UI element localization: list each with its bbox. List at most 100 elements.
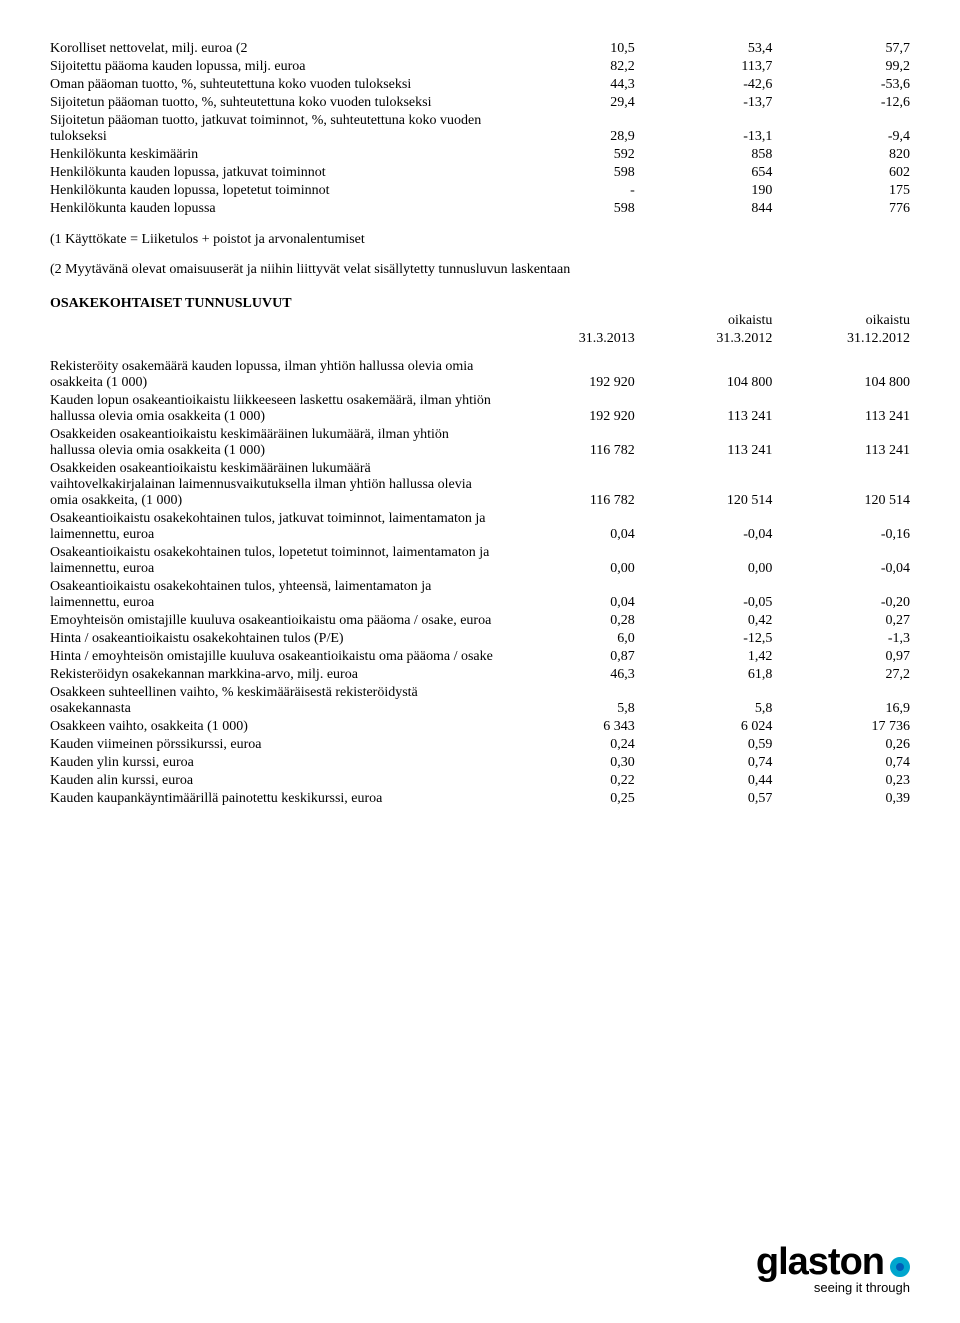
- pershare-value: 17 736: [772, 718, 910, 736]
- ratios-value: 113,7: [635, 58, 773, 76]
- ratios-value: 858: [635, 146, 773, 164]
- ratios-label: Henkilökunta kauden lopussa, lopetetut t…: [50, 182, 497, 200]
- per-share-header-table: oikaistu oikaistu 31.3.2013 31.3.2012 31…: [50, 312, 910, 348]
- ratios-value: 10,5: [497, 40, 635, 58]
- brand-logo: glaston seeing it through: [756, 1241, 910, 1295]
- header-col2-top: oikaistu: [635, 312, 773, 330]
- pershare-value: 116 782: [497, 426, 635, 460]
- pershare-value: 0,25: [497, 790, 635, 808]
- ratios-value: 844: [635, 200, 773, 218]
- pershare-value: 0,57: [635, 790, 773, 808]
- pershare-value: -0,20: [772, 578, 910, 612]
- ratios-value: 190: [635, 182, 773, 200]
- pershare-row: Osakeantioikaistu osakekohtainen tulos, …: [50, 544, 910, 578]
- ratios-value: 53,4: [635, 40, 773, 58]
- ratios-value: -9,4: [772, 112, 910, 146]
- ratios-value: 602: [772, 164, 910, 182]
- pershare-row: Kauden lopun osakeantioikaistu liikkeese…: [50, 392, 910, 426]
- pershare-value: -0,04: [772, 544, 910, 578]
- pershare-value: 104 800: [635, 358, 773, 392]
- ratios-row: Henkilökunta kauden lopussa598844776: [50, 200, 910, 218]
- pershare-row: Kauden kaupankäyntimäärillä painotettu k…: [50, 790, 910, 808]
- pershare-value: 6 343: [497, 718, 635, 736]
- pershare-label: Kauden kaupankäyntimäärillä painotettu k…: [50, 790, 497, 808]
- pershare-value: 113 241: [772, 392, 910, 426]
- header-col1-top: [497, 312, 635, 330]
- pershare-value: 192 920: [497, 392, 635, 426]
- ratios-label: Korolliset nettovelat, milj. euroa (2: [50, 40, 497, 58]
- ratios-value: 28,9: [497, 112, 635, 146]
- pershare-value: 192 920: [497, 358, 635, 392]
- pershare-row: Rekisteröity osakemäärä kauden lopussa, …: [50, 358, 910, 392]
- footnote-2: (2 Myytävänä olevat omaisuuserät ja niih…: [50, 262, 910, 278]
- pershare-row: Kauden ylin kurssi, euroa0,300,740,74: [50, 754, 910, 772]
- pershare-value: 6,0: [497, 630, 635, 648]
- pershare-value: 0,00: [497, 544, 635, 578]
- pershare-value: 0,26: [772, 736, 910, 754]
- ratios-value: 57,7: [772, 40, 910, 58]
- ratios-value: -13,7: [635, 94, 773, 112]
- ratios-value: -: [497, 182, 635, 200]
- ratios-value: 175: [772, 182, 910, 200]
- pershare-value: 61,8: [635, 666, 773, 684]
- pershare-value: 116 782: [497, 460, 635, 510]
- pershare-value: -0,05: [635, 578, 773, 612]
- pershare-label: Kauden lopun osakeantioikaistu liikkeese…: [50, 392, 497, 426]
- ratios-value: 654: [635, 164, 773, 182]
- pershare-value: -1,3: [772, 630, 910, 648]
- pershare-value: 0,00: [635, 544, 773, 578]
- pershare-value: 0,28: [497, 612, 635, 630]
- pershare-row: Osakeantioikaistu osakekohtainen tulos, …: [50, 578, 910, 612]
- pershare-value: 0,74: [772, 754, 910, 772]
- pershare-value: 1,42: [635, 648, 773, 666]
- pershare-value: 0,23: [772, 772, 910, 790]
- pershare-label: Kauden alin kurssi, euroa: [50, 772, 497, 790]
- ratios-label: Oman pääoman tuotto, %, suhteutettuna ko…: [50, 76, 497, 94]
- pershare-value: -0,04: [635, 510, 773, 544]
- pershare-label: Osakkeen suhteellinen vaihto, % keskimää…: [50, 684, 497, 718]
- ratios-value: 598: [497, 164, 635, 182]
- ratios-row: Sijoitettu pääoma kauden lopussa, milj. …: [50, 58, 910, 76]
- pershare-value: 0,30: [497, 754, 635, 772]
- ratios-value: 820: [772, 146, 910, 164]
- pershare-value: 0,87: [497, 648, 635, 666]
- ratios-row: Sijoitetun pääoman tuotto, jatkuvat toim…: [50, 112, 910, 146]
- ratios-table: Korolliset nettovelat, milj. euroa (210,…: [50, 40, 910, 218]
- pershare-row: Osakeantioikaistu osakekohtainen tulos, …: [50, 510, 910, 544]
- pershare-value: 0,24: [497, 736, 635, 754]
- footnote-1: (1 Käyttökate = Liiketulos + poistot ja …: [50, 232, 910, 248]
- ratios-label: Sijoitetun pääoman tuotto, jatkuvat toim…: [50, 112, 497, 146]
- pershare-label: Osakeantioikaistu osakekohtainen tulos, …: [50, 578, 497, 612]
- ratios-label: Sijoitetun pääoman tuotto, %, suhteutett…: [50, 94, 497, 112]
- ratios-value: 82,2: [497, 58, 635, 76]
- ratios-value: -53,6: [772, 76, 910, 94]
- pershare-value: 0,59: [635, 736, 773, 754]
- pershare-label: Kauden viimeinen pörssikurssi, euroa: [50, 736, 497, 754]
- ratios-value: -42,6: [635, 76, 773, 94]
- pershare-value: 0,04: [497, 510, 635, 544]
- ratios-label: Henkilökunta keskimäärin: [50, 146, 497, 164]
- pershare-value: 5,8: [635, 684, 773, 718]
- pershare-row: Emoyhteisön omistajille kuuluva osakeant…: [50, 612, 910, 630]
- pershare-value: 46,3: [497, 666, 635, 684]
- pershare-value: 0,74: [635, 754, 773, 772]
- pershare-label: Osakeantioikaistu osakekohtainen tulos, …: [50, 510, 497, 544]
- pershare-value: 0,22: [497, 772, 635, 790]
- pershare-label: Osakeantioikaistu osakekohtainen tulos, …: [50, 544, 497, 578]
- pershare-value: 113 241: [772, 426, 910, 460]
- logo-dot-icon: [890, 1257, 910, 1277]
- ratios-value: 44,3: [497, 76, 635, 94]
- pershare-label: Hinta / emoyhteisön omistajille kuuluva …: [50, 648, 497, 666]
- pershare-label: Osakkeiden osakeantioikaistu keskimääräi…: [50, 426, 497, 460]
- ratios-label: Sijoitettu pääoma kauden lopussa, milj. …: [50, 58, 497, 76]
- pershare-value: 0,27: [772, 612, 910, 630]
- pershare-value: 120 514: [772, 460, 910, 510]
- section-title-per-share: OSAKEKOHTAISET TUNNUSLUVUT: [50, 296, 910, 312]
- pershare-row: Kauden alin kurssi, euroa0,220,440,23: [50, 772, 910, 790]
- header-row-bottom: 31.3.2013 31.3.2012 31.12.2012: [50, 330, 910, 348]
- ratios-row: Henkilökunta kauden lopussa, lopetetut t…: [50, 182, 910, 200]
- ratios-row: Sijoitetun pääoman tuotto, %, suhteutett…: [50, 94, 910, 112]
- pershare-value: 120 514: [635, 460, 773, 510]
- pershare-label: Rekisteröidyn osakekannan markkina-arvo,…: [50, 666, 497, 684]
- pershare-row: Hinta / emoyhteisön omistajille kuuluva …: [50, 648, 910, 666]
